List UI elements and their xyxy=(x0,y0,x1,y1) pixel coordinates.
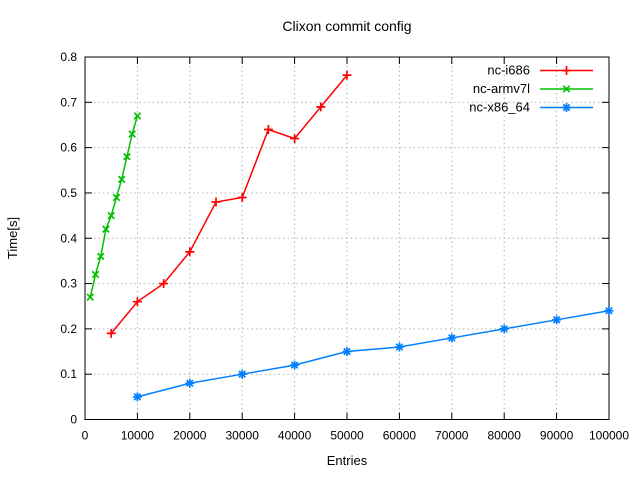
series-marker-nc-x86-64 xyxy=(394,342,404,352)
series-marker-nc-armv7l xyxy=(86,293,95,301)
legend-marker xyxy=(562,85,571,93)
series-marker-nc-x86-64 xyxy=(237,369,247,379)
series-marker-nc-x86-64 xyxy=(290,360,300,370)
chart-title: Clixon commit config xyxy=(282,18,411,34)
legend-item-nc-armv7l: nc-armv7l xyxy=(473,81,593,96)
series-marker-nc-i686 xyxy=(132,297,142,307)
series-marker-nc-i686 xyxy=(342,70,352,80)
x-tick-label: 30000 xyxy=(226,429,260,443)
y-axis-label: Time[s] xyxy=(5,217,20,259)
series-marker-nc-x86-64 xyxy=(552,315,562,325)
x-tick-label: 70000 xyxy=(435,429,469,443)
legend-label: nc-x86_64 xyxy=(469,100,530,115)
series-marker-nc-i686 xyxy=(263,125,273,134)
x-tick-label: 10000 xyxy=(121,429,155,443)
series-marker-nc-armv7l xyxy=(91,270,100,279)
y-tick-label: 0.7 xyxy=(60,95,77,109)
legend-label: nc-i686 xyxy=(487,63,530,78)
legend: nc-i686 nc-armv7l nc-x86_64 xyxy=(469,63,593,115)
series-marker-nc-x86-64 xyxy=(447,333,457,343)
y-tick-label: 0.4 xyxy=(60,231,77,245)
series-marker-nc-x86-64 xyxy=(604,306,614,316)
legend-marker xyxy=(562,66,571,75)
y-tick-label: 0.1 xyxy=(60,367,77,381)
y-tick-label: 0.2 xyxy=(60,322,77,336)
series-marker-nc-x86-64 xyxy=(342,347,352,357)
series-line-nc-i686 xyxy=(110,74,348,334)
x-tick-label: 20000 xyxy=(173,429,207,443)
legend-item-nc-x86-64: nc-x86_64 xyxy=(469,100,593,115)
series-marker-nc-i686 xyxy=(237,192,247,202)
series-marker-nc-x86-64 xyxy=(185,378,195,388)
x-tick-label: 80000 xyxy=(488,429,522,443)
series-marker-nc-armv7l xyxy=(133,112,142,120)
x-tick-label: 50000 xyxy=(330,429,364,443)
y-tick-label: 0.5 xyxy=(60,186,77,200)
x-tick-label: 40000 xyxy=(278,429,312,443)
series-marker-nc-i686 xyxy=(185,247,195,257)
series-marker-nc-x86-64 xyxy=(132,392,142,402)
legend-marker xyxy=(562,103,571,112)
series-marker-nc-armv7l xyxy=(96,252,105,261)
legend-item-nc-i686: nc-i686 xyxy=(487,63,593,78)
series-line-nc-x86-64 xyxy=(137,310,610,398)
x-tick-label: 60000 xyxy=(383,429,417,443)
series-marker-nc-i686 xyxy=(106,328,116,338)
y-tick-label: 0 xyxy=(70,413,77,427)
axis-ticks xyxy=(84,56,610,420)
grid-layer xyxy=(84,56,610,420)
x-tick-label: 0 xyxy=(82,429,89,443)
series-layer xyxy=(86,70,614,402)
tick-labels: 0 10000 20000 30000 40000 50000 60000 70000 8000… xyxy=(60,50,629,443)
x-tick-label: 100000 xyxy=(589,429,629,443)
y-tick-label: 0.6 xyxy=(60,141,77,155)
legend-label: nc-armv7l xyxy=(473,81,530,96)
series-marker-nc-armv7l xyxy=(117,175,126,184)
y-tick-label: 0.8 xyxy=(60,50,77,64)
x-tick-label: 90000 xyxy=(540,429,574,443)
series-marker-nc-i686 xyxy=(159,279,169,289)
series-marker-nc-i686 xyxy=(290,134,300,144)
series-marker-nc-armv7l xyxy=(128,130,136,138)
series-marker-nc-x86-64 xyxy=(499,324,509,334)
series-marker-nc-armv7l xyxy=(123,152,131,161)
x-axis-label: Entries xyxy=(327,453,368,468)
y-tick-label: 0.3 xyxy=(60,277,77,291)
series-line-nc-armv7l xyxy=(89,115,139,298)
series-marker-nc-armv7l xyxy=(102,225,110,233)
series-marker-nc-armv7l xyxy=(112,193,121,202)
series-marker-nc-i686 xyxy=(211,197,221,207)
series-marker-nc-i686 xyxy=(316,102,326,112)
series-marker-nc-armv7l xyxy=(107,211,116,220)
